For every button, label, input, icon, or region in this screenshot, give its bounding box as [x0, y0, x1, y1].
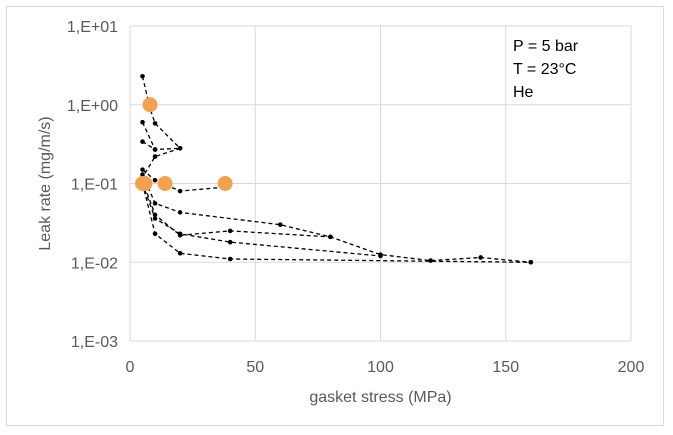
annotation-temperature: T = 23°C [513, 61, 576, 78]
y-tick-label: 1,E-02 [71, 255, 118, 272]
series-4 [140, 172, 534, 265]
data-point [152, 231, 158, 237]
orange-marker [137, 176, 153, 191]
y-tick-label: 1,E+01 [67, 19, 118, 36]
data-point [140, 167, 145, 172]
x-tick-label: 50 [246, 359, 264, 376]
data-point [328, 234, 333, 240]
y-tick-label: 1,E-01 [71, 177, 118, 194]
orange-marker [217, 176, 233, 191]
x-tick-label: 150 [492, 359, 519, 376]
series-group [135, 73, 534, 265]
data-point [140, 73, 145, 79]
data-point [227, 239, 233, 245]
x-tick-label: 200 [618, 359, 645, 376]
y-tick-label: 1,E+00 [67, 98, 118, 115]
x-tick-label: 100 [367, 359, 394, 376]
series-line [141, 76, 182, 178]
orange-marker [142, 97, 158, 113]
series-8 [135, 97, 233, 191]
data-point [177, 188, 183, 194]
data-point [528, 259, 534, 265]
data-point [227, 256, 233, 262]
data-point [478, 255, 484, 260]
data-point [177, 145, 183, 151]
data-point [152, 216, 158, 221]
data-point [152, 201, 158, 206]
data-point [152, 121, 158, 126]
gridlines [129, 25, 632, 342]
series-2 [140, 139, 158, 152]
series-line [141, 121, 181, 151]
data-point [378, 253, 383, 259]
data-point [140, 139, 145, 144]
series-line [141, 174, 531, 263]
annotation-gas: He [513, 84, 534, 101]
series-6 [140, 181, 383, 259]
data-point [177, 231, 183, 237]
series-3 [140, 167, 228, 194]
data-point [227, 228, 233, 234]
y-tick-label: 1,E-03 [71, 334, 118, 351]
series-line [142, 141, 156, 151]
series-line [141, 183, 531, 263]
data-point [152, 154, 158, 159]
tick-labels: 1,E-03 1,E-02 1,E-01 1,E+00 1,E+01 0 50 100 150 2… [67, 19, 645, 376]
data-point [152, 147, 158, 152]
annotation-pressure: P = 5 bar [513, 38, 579, 55]
series-1 [140, 119, 183, 152]
data-point [177, 250, 183, 256]
data-point [177, 210, 183, 215]
series-line [141, 179, 331, 238]
data-point [152, 177, 158, 183]
chart-frame [6, 6, 664, 426]
orange-marker [157, 176, 173, 191]
data-point [140, 172, 145, 177]
x-axis-label: gasket stress (MPa) [309, 389, 451, 406]
x-tick-label: 0 [126, 359, 135, 376]
data-point [428, 258, 433, 263]
y-axis-label: Leak rate (mg/m/s) [37, 116, 54, 250]
data-point [152, 212, 158, 218]
series-line [141, 183, 381, 257]
data-point [278, 222, 283, 227]
series-0 [140, 73, 183, 180]
data-point [140, 119, 145, 125]
